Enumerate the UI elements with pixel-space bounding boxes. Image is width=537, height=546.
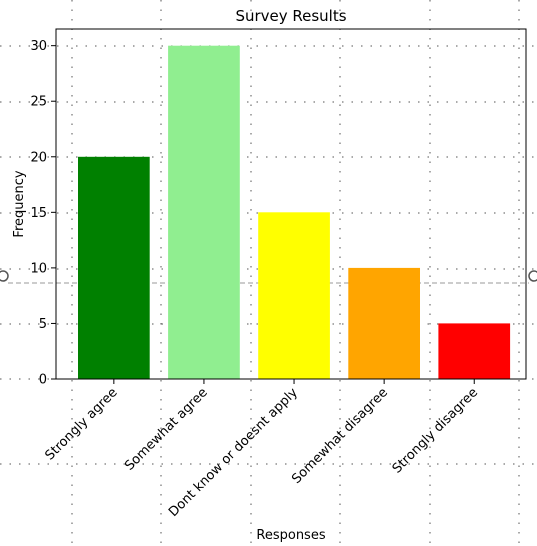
- resize-handle-left[interactable]: [0, 270, 9, 282]
- y-tick-label: 0: [39, 373, 47, 388]
- plot-frame: [55, 28, 527, 380]
- bar: [348, 267, 420, 379]
- resize-handle-right[interactable]: [528, 270, 537, 282]
- bar: [258, 212, 330, 379]
- y-axis-ticks: 0 5 10 15 20 25 30: [30, 39, 56, 388]
- bar-series: [78, 45, 511, 379]
- bar: [438, 323, 511, 379]
- x-axis-label: Responses: [256, 528, 325, 543]
- y-tick-label: 10: [30, 261, 47, 276]
- x-tick-label: Somewhat agree: [122, 385, 211, 474]
- chart-title: Survey Results: [235, 7, 346, 25]
- x-tick-label: Strongly disagree: [390, 385, 481, 476]
- y-tick-label: 15: [30, 206, 47, 221]
- y-tick-label: 30: [30, 39, 47, 54]
- y-tick-label: 25: [30, 95, 47, 110]
- bar: [168, 45, 240, 379]
- y-axis-label: Frequency: [12, 170, 27, 237]
- x-tick-label: Strongly agree: [42, 385, 120, 463]
- bar: [78, 156, 150, 379]
- y-tick-label: 20: [30, 150, 47, 165]
- y-tick-label: 5: [39, 317, 47, 332]
